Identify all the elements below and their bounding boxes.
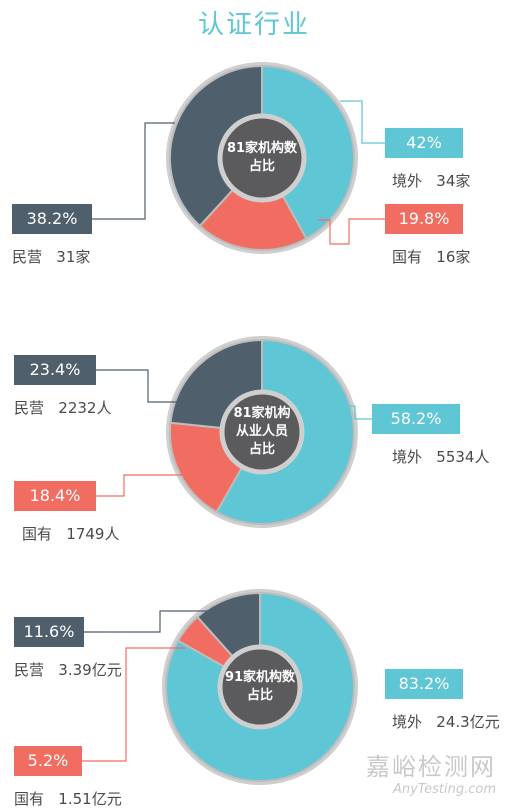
slice-caption-private: 民营 2232人 [14,399,112,417]
percent-badge-overseas: 83.2% [385,669,463,699]
percent-badge-private: 23.4% [14,355,96,385]
leader-line-overseas [340,100,385,144]
leader-line-overseas [345,405,372,420]
slice-caption-overseas: 境外 24.3亿元 [392,713,500,731]
donut-chart-3 [82,589,358,785]
pie-center-label: 81家机构数 占比 [226,141,298,174]
pie-center-disc [219,389,305,475]
percent-badge-overseas: 42% [385,128,463,158]
percent-badge-state: 19.8% [385,204,463,234]
leader-line-private [84,610,210,633]
page-title: 认证行业 [197,10,310,40]
slice-caption-overseas: 境外 34家 [392,172,471,190]
slice-caption-private: 民营 31家 [12,248,91,266]
percent-badge-private: 38.2% [12,204,92,234]
chart-panel-2: 81家机构 从业人员 占比 58.2% 境外 5534人 18.4% 国有 1749人 2… [0,300,508,545]
pie-center-disc [217,113,307,203]
leader-line-state [82,647,185,762]
pie-center-label: 91家机构数 占比 [224,670,296,703]
percent-badge-state: 18.4% [14,481,96,511]
leader-line-state [318,218,385,245]
watermark-cn: 嘉峪检测网 [366,753,496,781]
leader-line-private [92,122,175,220]
percent-badge-private: 11.6% [14,617,84,647]
slice-caption-state: 国有 1749人 [22,525,120,543]
slice-caption-private: 民营 3.39亿元 [14,661,122,679]
slice-caption-overseas: 境外 5534人 [392,448,490,466]
leader-line-state [96,474,193,497]
slice-caption-state: 国有 16家 [392,248,471,266]
chart-panel-3: 91家机构数 占比 83.2% 境外 24.3亿元 5.2% 国有 1.51亿元 11.6… [0,560,508,808]
leader-line-private [96,369,178,403]
slice-caption-state: 国有 1.51亿元 [14,790,122,808]
percent-badge-state: 5.2% [14,746,82,776]
chart-panel-1: 81家机构数 占比 42% 境外 34家 19.8% 国有 16家 38.2% 民营 31家 [0,50,508,295]
percent-badge-overseas: 58.2% [372,404,460,434]
pie-center-label: 81家机构 从业人员 占比 [233,406,291,457]
donut-chart-1 [92,62,385,254]
watermark: 嘉峪检测网 AnyTesting.com [366,747,496,797]
donut-chart-2 [96,336,372,528]
watermark-en: AnyTesting.com [392,782,496,797]
pie-center-disc [217,644,303,730]
